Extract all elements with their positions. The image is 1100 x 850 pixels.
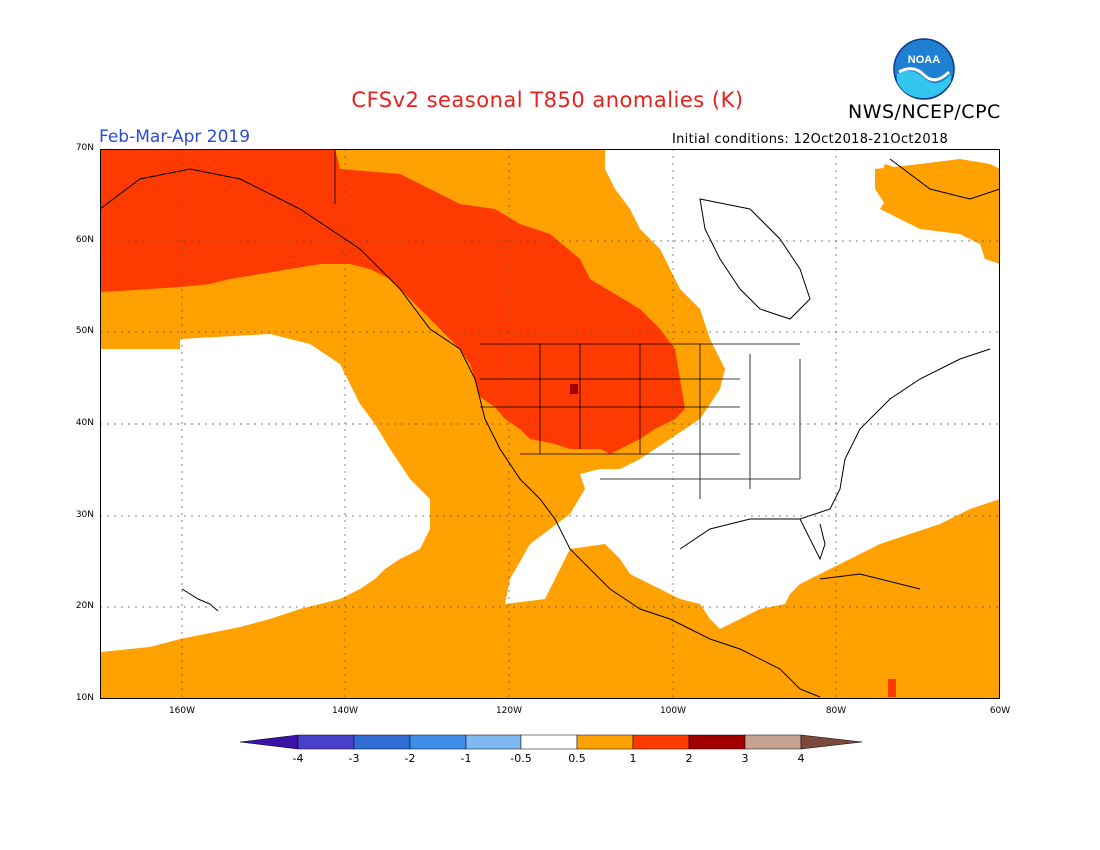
lat-lon-grid: [100, 149, 1000, 699]
colorbar-label: 3: [741, 752, 749, 765]
colorbar-label: 1: [629, 752, 637, 765]
colorbar-swatch: [632, 734, 690, 750]
colorbar-high-arrow: [800, 734, 863, 750]
colorbar: [239, 733, 863, 773]
chart-title: CFSv2 seasonal T850 anomalies (K): [351, 88, 744, 112]
colorbar-label: -0.5: [510, 752, 532, 765]
colorbar-label: -1: [460, 752, 472, 765]
north-america-coast: [100, 168, 821, 698]
lat-label: 30N: [75, 510, 94, 520]
map-frame: [100, 149, 1000, 699]
colorbar-swatch: [576, 734, 634, 750]
coastlines: [100, 158, 1000, 698]
hawaii: [181, 588, 219, 612]
noaa-logo: NOAA: [893, 38, 955, 100]
colorbar-swatch: [409, 734, 467, 750]
high-anomaly-region: [100, 149, 685, 454]
lon-label: 100W: [659, 706, 687, 716]
colorbar-swatch: [297, 734, 355, 750]
lon-label: 140W: [331, 706, 359, 716]
colorbar-label: -3: [348, 752, 360, 765]
lat-label: 20N: [75, 601, 94, 611]
organization-label: NWS/NCEP/CPC: [848, 101, 1001, 123]
colorbar-label: -2: [404, 752, 416, 765]
gulf-coast: [679, 348, 991, 550]
lat-label: 40N: [75, 418, 94, 428]
colorbar-swatch: [520, 734, 578, 750]
lat-label: 60N: [75, 235, 94, 245]
lon-label: 120W: [495, 706, 523, 716]
lat-label: 70N: [75, 143, 94, 153]
lon-label: 160W: [168, 706, 196, 716]
period-label: Feb-Mar-Apr 2019: [99, 127, 251, 147]
hudson-bay: [699, 198, 811, 320]
colorbar-swatch: [688, 734, 746, 750]
eastern-neutral-region: [505, 149, 1000, 629]
pacific-neutral-region: [100, 334, 430, 652]
colorbar-label: 2: [685, 752, 693, 765]
initial-conditions-label: Initial conditions: 12Oct2018-21Oct2018: [672, 132, 949, 147]
florida: [799, 518, 826, 561]
lat-label: 50N: [75, 326, 94, 336]
colorbar-svg: [239, 734, 863, 750]
colorbar-label: 4: [797, 752, 805, 765]
noaa-logo-text: NOAA: [908, 54, 940, 66]
rockies-anomaly-spot: [570, 384, 578, 394]
lon-label: 60W: [989, 706, 1011, 716]
cuba: [819, 573, 921, 590]
lon-label: 80W: [825, 706, 847, 716]
colorbar-label: 0.5: [568, 752, 586, 765]
anomaly-map: [100, 149, 1000, 699]
caribbean-anomaly-spot: [888, 679, 896, 697]
labrador-anomaly-region: [875, 159, 1000, 249]
colorbar-swatch: [744, 734, 802, 750]
political-borders: [334, 149, 801, 499]
colorbar-label: -4: [292, 752, 304, 765]
lat-label: 10N: [75, 693, 94, 703]
colorbar-low-arrow: [239, 734, 299, 750]
colorbar-swatch: [353, 734, 411, 750]
map-svg: [100, 149, 1000, 699]
greenland-edge: [889, 158, 1000, 200]
colorbar-swatch: [465, 734, 522, 750]
